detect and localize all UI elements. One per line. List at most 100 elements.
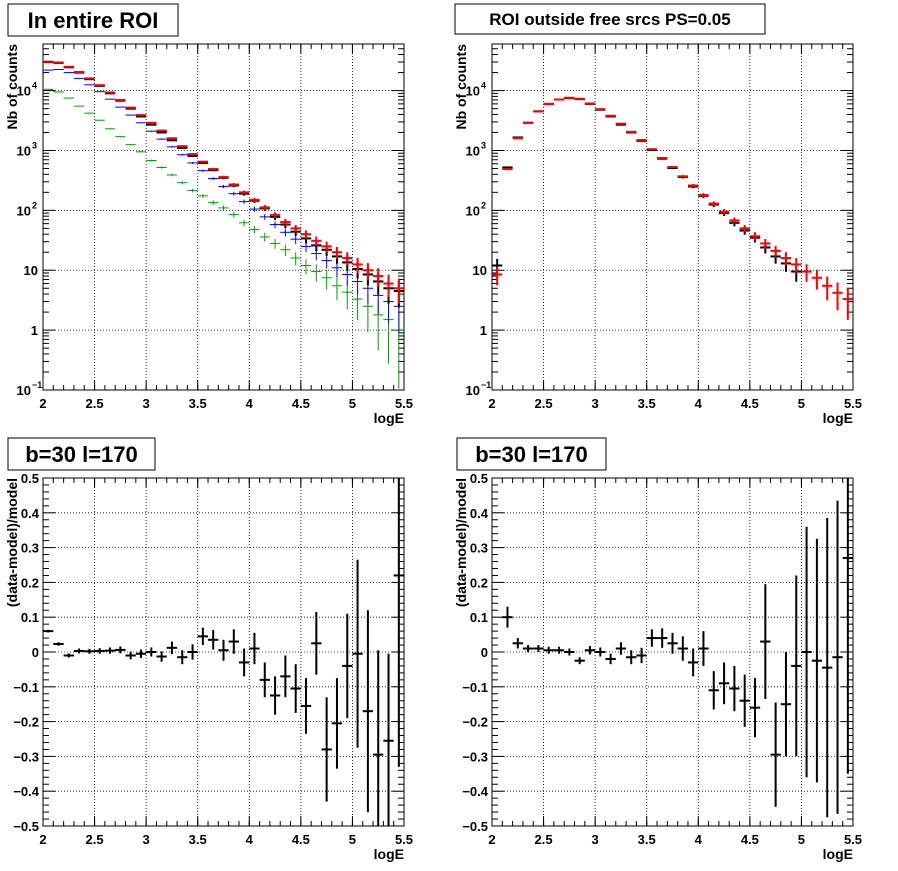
y-tick-label: 0.4 [470,506,489,521]
x-tick-label: 3 [592,396,599,411]
x-tick-label: 3.5 [189,832,207,847]
chart-title-box [456,437,607,471]
x-tick-label: 2 [488,832,495,847]
x-tick-label: 5 [798,832,805,847]
series-2 [43,69,404,333]
y-tick-label: 10 [24,263,38,278]
chart-title-box [7,3,179,37]
x-tick-label: 4.5 [292,396,310,411]
y-tick-label: 10 [466,383,480,398]
x-tick-label: 2 [39,832,46,847]
chart-panel-4: 2 2.5 3 3.5 4 4.5 5 5.5 −0.5 −0.4 −0.3 −0.2 −0.1 0 0.1… [453,437,862,862]
y-tick-exponent: 3 [32,140,37,150]
y-tick-label: 0.5 [21,471,39,486]
chart-title-box [7,437,156,471]
y-tick-label: 0.3 [470,541,488,556]
y-tick-label: 1 [480,323,487,338]
y-axis-label: (data-model)/model [4,478,20,607]
x-tick-label: 4 [695,396,703,411]
x-axis-label: logE [374,846,404,862]
y-tick-label: 10 [466,203,480,218]
x-tick-label: 5 [349,396,356,411]
y-tick-label: −0.2 [13,715,39,730]
y-tick-label: 0.4 [21,506,40,521]
chart-title-box [454,3,766,35]
y-tick-label: 10 [466,84,480,99]
x-tick-label: 4 [695,832,703,847]
x-tick-label: 3.5 [638,396,656,411]
y-tick-label: −0.5 [13,819,39,834]
y-tick-label: 0.5 [470,471,488,486]
chart-title: In entire ROI [28,8,159,33]
chart-title: ROI outside free srcs PS=0.05 [489,10,730,29]
plot-frame [491,43,854,391]
y-tick-label: −0.2 [462,715,488,730]
y-tick-exponent: 4 [481,81,486,91]
y-tick-label: −0.4 [13,784,39,799]
x-tick-label: 3 [592,832,599,847]
y-tick-exponent: −1 [481,380,491,390]
x-tick-label: 4.5 [741,832,759,847]
plot-frame [42,43,405,391]
y-tick-label: 10 [17,203,31,218]
y-tick-label: 0.3 [21,541,39,556]
y-tick-label: 10 [17,383,31,398]
x-tick-label: 2 [39,396,46,411]
x-tick-label: 2.5 [86,396,104,411]
y-tick-label: 10 [473,263,487,278]
y-tick-label: 10 [17,84,31,99]
series-1 [502,478,853,818]
chart-title: b=30 l=170 [25,442,138,467]
x-tick-label: 5.5 [395,396,413,411]
chart-panel-3: 2 2.5 3 3.5 4 4.5 5 5.5 −0.5 −0.4 −0.3 −0.2 −0.1 0 0.1… [4,437,413,862]
x-tick-label: 2.5 [86,832,104,847]
x-tick-label: 3.5 [189,396,207,411]
y-tick-label: 0.1 [470,610,488,625]
x-tick-label: 4 [246,396,254,411]
x-tick-label: 3.5 [638,832,656,847]
y-axis-label: (data-model)/model [453,478,469,607]
series-1 [43,478,404,826]
x-axis-label: logE [374,410,404,426]
x-tick-label: 4.5 [292,832,310,847]
y-tick-label: −0.5 [462,819,488,834]
y-tick-label: 0 [32,645,39,660]
y-tick-label: 0.2 [21,575,39,590]
y-tick-exponent: 2 [481,200,486,210]
y-tick-exponent: 4 [32,81,37,91]
x-tick-label: 3 [143,396,150,411]
x-tick-label: 4.5 [741,396,759,411]
y-axis-label: Nb of counts [4,44,20,130]
x-tick-label: 4 [246,832,254,847]
y-tick-label: 10 [466,143,480,158]
x-tick-label: 5.5 [395,832,413,847]
chart-title: b=30 l=170 [475,442,588,467]
y-tick-label: 0 [481,645,488,660]
y-tick-label: 10 [17,143,31,158]
series-2 [492,96,853,320]
x-tick-label: 5.5 [844,396,862,411]
x-tick-label: 2.5 [535,832,553,847]
x-axis-label: logE [823,410,853,426]
series-4 [43,60,404,304]
x-tick-label: 5 [349,832,356,847]
x-axis-label: logE [823,846,853,862]
y-tick-label: 1 [31,323,38,338]
x-tick-label: 2 [488,396,495,411]
x-tick-label: 3 [143,832,150,847]
y-axis-label: Nb of counts [453,44,469,130]
y-tick-label: −0.1 [462,680,488,695]
x-tick-label: 2.5 [535,396,553,411]
x-tick-label: 5.5 [844,832,862,847]
y-tick-exponent: 3 [481,140,486,150]
y-tick-label: −0.3 [462,749,488,764]
x-tick-label: 5 [798,396,805,411]
y-tick-label: 0.1 [21,610,39,625]
y-tick-label: −0.1 [13,680,39,695]
y-tick-label: −0.4 [462,784,488,799]
y-tick-exponent: −1 [32,380,42,390]
y-tick-label: 0.2 [470,575,488,590]
